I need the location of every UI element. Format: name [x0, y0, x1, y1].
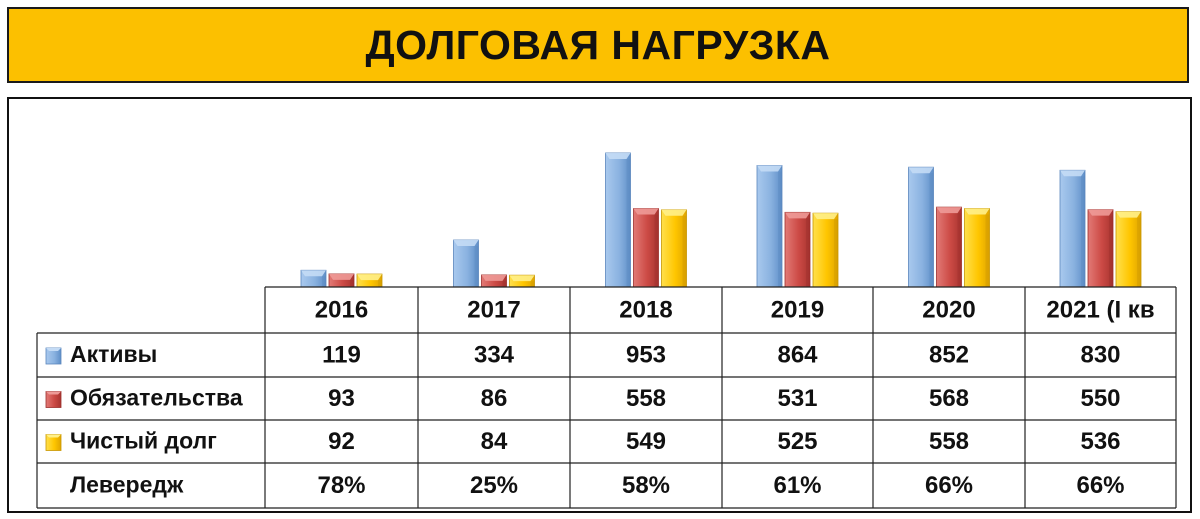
bar-Чистый долг-2021 (I кв — [1115, 211, 1142, 288]
bar-Активы-2020 — [908, 166, 934, 288]
tick-label-2017: 2017 — [467, 296, 520, 323]
data-label-Обязательства-2016: 93 — [328, 385, 355, 412]
data-label-Чистый долг-2016: 92 — [328, 428, 355, 455]
data-label-Активы-2021 (I кв: 830 — [1080, 341, 1120, 368]
data-label-Активы-2019: 864 — [777, 341, 818, 368]
leverage-value-2017: 25% — [470, 472, 518, 499]
bar-Активы-2016 — [300, 269, 327, 288]
bar-Чистый долг-2019 — [812, 212, 839, 288]
leverage-value-2019: 61% — [773, 472, 821, 499]
bar-Обязательства-2021 (I кв — [1087, 209, 1114, 288]
bar-Чистый долг-2017 — [509, 274, 535, 288]
data-label-Чистый долг-2017: 84 — [481, 428, 508, 455]
bar-Обязательства-2018 — [633, 208, 659, 288]
data-label-Активы-2016: 119 — [322, 341, 361, 368]
bar-Активы-2019 — [756, 165, 783, 288]
legend-swatch-Активы — [45, 347, 62, 365]
bar-Обязательства-2017 — [481, 274, 507, 288]
legend-label-Чистый долг: Чистый долг — [70, 428, 217, 454]
data-label-Чистый долг-2020: 558 — [929, 428, 969, 455]
bar-Обязательства-2016 — [328, 273, 355, 288]
leverage-value-2016: 78% — [317, 472, 365, 499]
tick-label-2016: 2016 — [315, 296, 368, 323]
leverage-value-2020: 66% — [925, 472, 973, 499]
page-title: ДОЛГОВАЯ НАГРУЗКА — [365, 21, 831, 68]
bar-Активы-2021 (I кв — [1059, 169, 1086, 288]
data-label-Обязательства-2018: 558 — [626, 385, 666, 412]
data-label-Обязательства-2017: 86 — [481, 385, 508, 412]
data-label-Активы-2017: 334 — [474, 341, 515, 368]
row-label-leverage: Левередж — [70, 472, 184, 498]
data-label-Чистый долг-2021 (I кв: 536 — [1080, 428, 1120, 455]
legend-label-Активы: Активы — [70, 341, 157, 367]
bar-Обязательства-2019 — [784, 211, 811, 288]
tick-label-2021 (I кв: 2021 (I кв — [1046, 296, 1154, 323]
data-label-Обязательства-2019: 531 — [777, 385, 817, 412]
legend-swatch-Обязательства — [45, 391, 62, 408]
tick-label-2020: 2020 — [922, 296, 975, 323]
bar-Активы-2018 — [605, 152, 631, 288]
tick-label-2018: 2018 — [619, 296, 672, 323]
data-label-Чистый долг-2018: 549 — [626, 428, 666, 455]
leverage-value-2018: 58% — [622, 472, 670, 499]
data-label-Обязательства-2021 (I кв: 550 — [1080, 385, 1120, 412]
data-label-Активы-2018: 953 — [626, 341, 666, 368]
chart-panel — [7, 97, 1192, 513]
bar-Чистый долг-2018 — [661, 209, 687, 288]
data-label-Обязательства-2020: 568 — [929, 385, 969, 412]
title-bar: ДОЛГОВАЯ НАГРУЗКА — [7, 7, 1189, 83]
legend-label-Обязательства: Обязательства — [70, 385, 243, 411]
tick-label-2019: 2019 — [771, 296, 824, 323]
bar-Чистый долг-2016 — [356, 273, 383, 288]
leverage-value-2021 (I кв: 66% — [1076, 472, 1124, 499]
bar-Чистый долг-2020 — [964, 208, 990, 288]
bar-Активы-2017 — [453, 239, 479, 288]
legend-swatch-Чистый долг — [45, 434, 62, 451]
data-label-Активы-2020: 852 — [929, 341, 969, 368]
data-label-Чистый долг-2019: 525 — [777, 428, 817, 455]
bar-Обязательства-2020 — [936, 206, 962, 288]
